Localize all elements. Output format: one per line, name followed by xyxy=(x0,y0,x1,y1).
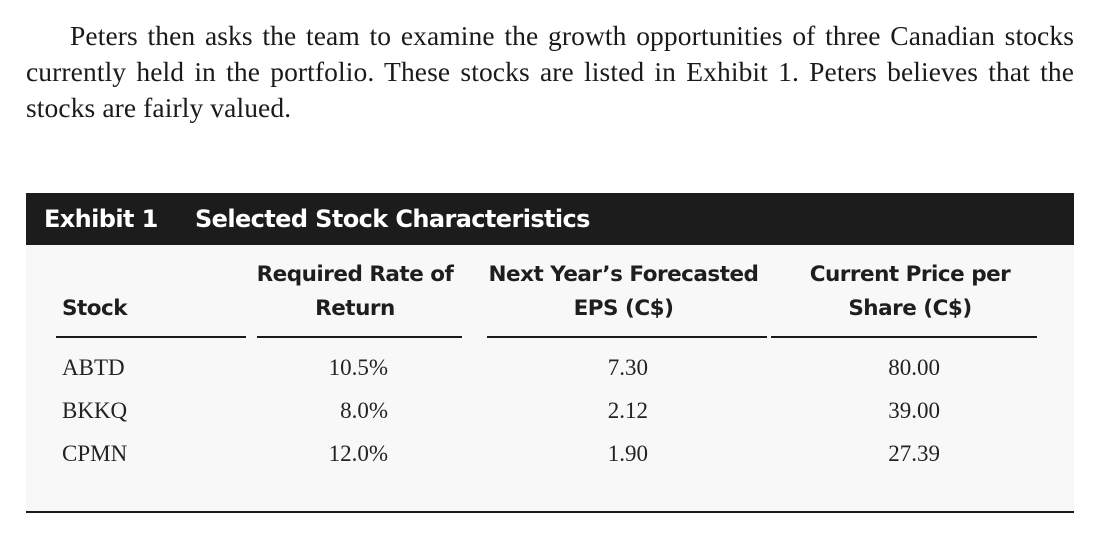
header-rule-eps xyxy=(487,336,767,338)
cell-stock: CPMN xyxy=(62,441,128,466)
header-rule-stock xyxy=(56,336,246,338)
table-bottom-rule xyxy=(26,511,1074,513)
intro-paragraph: Peters then asks the team to examine the… xyxy=(26,20,1074,123)
column-header-eps: Next Year’s Forecasted EPS (C$) xyxy=(481,258,766,326)
column-header-required-rate-line1: Required Rate of xyxy=(256,262,454,287)
stock-table: Stock Required Rate of Return Next Year’… xyxy=(26,245,1074,513)
header-rule-required-rate xyxy=(257,336,462,338)
cell-required-rate: 10.5% xyxy=(328,355,388,380)
cell-eps: 7.30 xyxy=(607,355,648,380)
exhibit-label: Exhibit 1 xyxy=(44,205,158,233)
cell-eps: 1.90 xyxy=(607,441,648,466)
cell-price: 39.00 xyxy=(888,398,940,423)
column-header-price-line2: Share (C$) xyxy=(848,296,972,321)
cell-price: 27.39 xyxy=(888,441,940,466)
column-header-eps-line2: EPS (C$) xyxy=(573,296,674,321)
table-row: CPMN 12.0% 1.90 27.39 xyxy=(26,433,1074,475)
table-row: ABTD 10.5% 7.30 80.00 xyxy=(26,347,1074,389)
cell-price: 80.00 xyxy=(888,355,940,380)
exhibit-header: Exhibit 1 Selected Stock Characteristics xyxy=(26,193,1074,245)
table-row: BKKQ 8.0% 2.12 39.00 xyxy=(26,390,1074,432)
cell-required-rate: 12.0% xyxy=(328,441,388,466)
column-header-price-line1: Current Price per xyxy=(809,262,1011,287)
column-header-required-rate: Required Rate of Return xyxy=(244,258,466,326)
cell-eps: 2.12 xyxy=(607,398,648,423)
cell-stock: ABTD xyxy=(62,355,125,380)
cell-stock: BKKQ xyxy=(62,398,128,423)
column-header-stock: Stock xyxy=(62,296,128,321)
column-header-price: Current Price per Share (C$) xyxy=(769,258,1051,326)
column-header-required-rate-line2: Return xyxy=(315,296,395,321)
column-header-eps-line1: Next Year’s Forecasted xyxy=(488,262,759,287)
cell-required-rate: 8.0% xyxy=(340,398,388,423)
header-rule-price xyxy=(771,336,1037,338)
exhibit-title: Selected Stock Characteristics xyxy=(195,205,590,233)
